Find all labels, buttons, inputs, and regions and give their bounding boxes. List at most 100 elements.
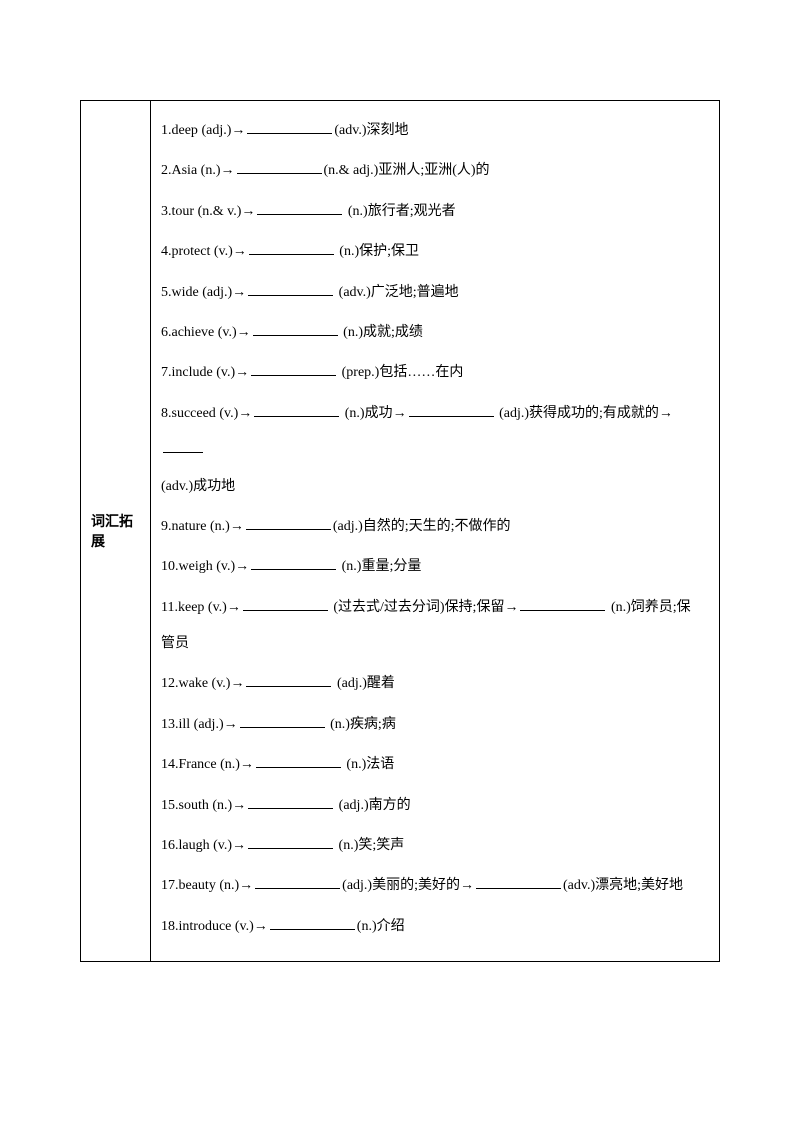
blank-field[interactable] bbox=[257, 201, 342, 215]
item-word: weigh bbox=[179, 559, 217, 574]
sidebar-cell: 词汇拓展 bbox=[81, 101, 151, 962]
item-number: 15. bbox=[161, 798, 179, 813]
blank-field[interactable] bbox=[237, 160, 322, 174]
item-word: wide bbox=[172, 285, 203, 300]
item-pos: (v.) bbox=[235, 919, 254, 934]
vocab-item: 5.wide (adj.)→ (adv.)广泛地;普遍地 bbox=[161, 275, 709, 311]
item-number: 4. bbox=[161, 244, 172, 259]
vocab-item: 6.achieve (v.)→ (n.)成就;成绩 bbox=[161, 315, 709, 351]
blank-field[interactable] bbox=[163, 439, 203, 453]
item-number: 13. bbox=[161, 717, 179, 732]
blank-field[interactable] bbox=[251, 556, 336, 570]
arrow-icon: → bbox=[232, 285, 246, 300]
item-pos2: (n.) bbox=[327, 717, 350, 732]
item-def: 成就;成绩 bbox=[363, 325, 423, 340]
item-def: 旅行者;观光者 bbox=[368, 204, 456, 219]
blank-field[interactable] bbox=[270, 916, 355, 930]
item-word: achieve bbox=[172, 325, 218, 340]
item-pos2: (过去式/过去分词) bbox=[330, 600, 445, 615]
vocab-item: 1.deep (adj.)→(adv.)深刻地 bbox=[161, 113, 709, 149]
item-number: 2. bbox=[161, 163, 172, 178]
blank-field[interactable] bbox=[248, 835, 333, 849]
blank-field[interactable] bbox=[248, 795, 333, 809]
item-number: 14. bbox=[161, 757, 179, 772]
arrow-icon: → bbox=[238, 406, 252, 421]
item-trail: 管员 bbox=[161, 636, 189, 651]
blank-field[interactable] bbox=[256, 754, 341, 768]
item-def: 重量;分量 bbox=[361, 559, 421, 574]
arrow-icon: → bbox=[230, 519, 244, 534]
vocab-item: 10.weigh (v.)→ (n.)重量;分量 bbox=[161, 549, 709, 585]
item-word: south bbox=[179, 798, 213, 813]
item-def2: 获得成功的;有成就的 bbox=[529, 406, 659, 421]
item-word: keep bbox=[178, 600, 208, 615]
blank-field[interactable] bbox=[253, 322, 338, 336]
blank-field[interactable] bbox=[254, 403, 339, 417]
item-word: deep bbox=[172, 123, 202, 138]
item-def: 保持;保留 bbox=[445, 600, 505, 615]
item-pos: (adj.) bbox=[194, 717, 224, 732]
sidebar-label: 词汇拓展 bbox=[91, 515, 133, 550]
blank-field[interactable] bbox=[249, 241, 334, 255]
blank-field[interactable] bbox=[409, 403, 494, 417]
item-number: 3. bbox=[161, 204, 172, 219]
item-pos2: (adj.) bbox=[333, 519, 363, 534]
arrow-icon: → bbox=[224, 717, 238, 732]
arrow-icon: → bbox=[237, 325, 251, 340]
item-def: 深刻地 bbox=[367, 123, 409, 138]
item-number: 5. bbox=[161, 285, 172, 300]
item-def2: 漂亮地;美好地 bbox=[595, 878, 683, 893]
item-number: 6. bbox=[161, 325, 172, 340]
blank-field[interactable] bbox=[476, 875, 561, 889]
blank-field[interactable] bbox=[251, 362, 336, 376]
item-word: introduce bbox=[179, 919, 235, 934]
item-pos2: (prep.) bbox=[338, 365, 379, 380]
blank-field[interactable] bbox=[243, 597, 328, 611]
item-pos3: (adj.) bbox=[496, 406, 529, 421]
item-pos3: (adv.) bbox=[563, 878, 595, 893]
item-pos2: (n.) bbox=[336, 244, 359, 259]
item-pos2: (adv.) bbox=[334, 123, 366, 138]
vocab-item: 4.protect (v.)→ (n.)保护;保卫 bbox=[161, 234, 709, 270]
arrow-icon: → bbox=[232, 838, 246, 853]
item-pos: (v.) bbox=[219, 406, 238, 421]
item-word: beauty bbox=[179, 878, 220, 893]
vocab-item: 8.succeed (v.)→ (n.)成功→ (adj.)获得成功的;有成就的… bbox=[161, 396, 709, 505]
item-number: 1. bbox=[161, 123, 172, 138]
item-word: protect bbox=[172, 244, 214, 259]
arrow-icon: → bbox=[241, 204, 255, 219]
item-number: 12. bbox=[161, 676, 179, 691]
item-word: laugh bbox=[179, 838, 214, 853]
blank-field[interactable] bbox=[246, 673, 331, 687]
arrow-icon: → bbox=[460, 878, 474, 893]
item-pos2: (n.) bbox=[341, 406, 364, 421]
item-def: 疾病;病 bbox=[350, 717, 396, 732]
blank-field[interactable] bbox=[240, 714, 325, 728]
blank-field[interactable] bbox=[246, 516, 331, 530]
item-pos2: (n.) bbox=[357, 919, 377, 934]
blank-field[interactable] bbox=[255, 875, 340, 889]
item-word: nature bbox=[172, 519, 210, 534]
item-pos: (v.) bbox=[213, 838, 232, 853]
blank-field[interactable] bbox=[520, 597, 605, 611]
item-pos: (n.) bbox=[219, 878, 239, 893]
item-def: 自然的;天生的;不做作的 bbox=[363, 519, 511, 534]
arrow-icon: → bbox=[227, 600, 241, 615]
arrow-icon: → bbox=[221, 163, 235, 178]
item-trail: (adv.)成功地 bbox=[161, 479, 235, 494]
item-def: 南方的 bbox=[369, 798, 411, 813]
blank-field[interactable] bbox=[247, 120, 332, 134]
item-pos: (v.) bbox=[212, 676, 231, 691]
item-pos: (n.) bbox=[212, 798, 232, 813]
item-pos: (v.) bbox=[216, 559, 235, 574]
item-pos: (n.& v.) bbox=[198, 204, 242, 219]
arrow-icon: → bbox=[232, 798, 246, 813]
arrow-icon: → bbox=[235, 559, 249, 574]
item-pos2: (n.& adj.) bbox=[324, 163, 379, 178]
vocab-item: 7.include (v.)→ (prep.)包括……在内 bbox=[161, 355, 709, 391]
blank-field[interactable] bbox=[248, 282, 333, 296]
item-def: 美丽的;美好的 bbox=[372, 878, 460, 893]
arrow-icon: → bbox=[393, 406, 407, 421]
vocab-item: 9.nature (n.)→(adj.)自然的;天生的;不做作的 bbox=[161, 509, 709, 545]
item-pos2: (adj.) bbox=[333, 676, 366, 691]
